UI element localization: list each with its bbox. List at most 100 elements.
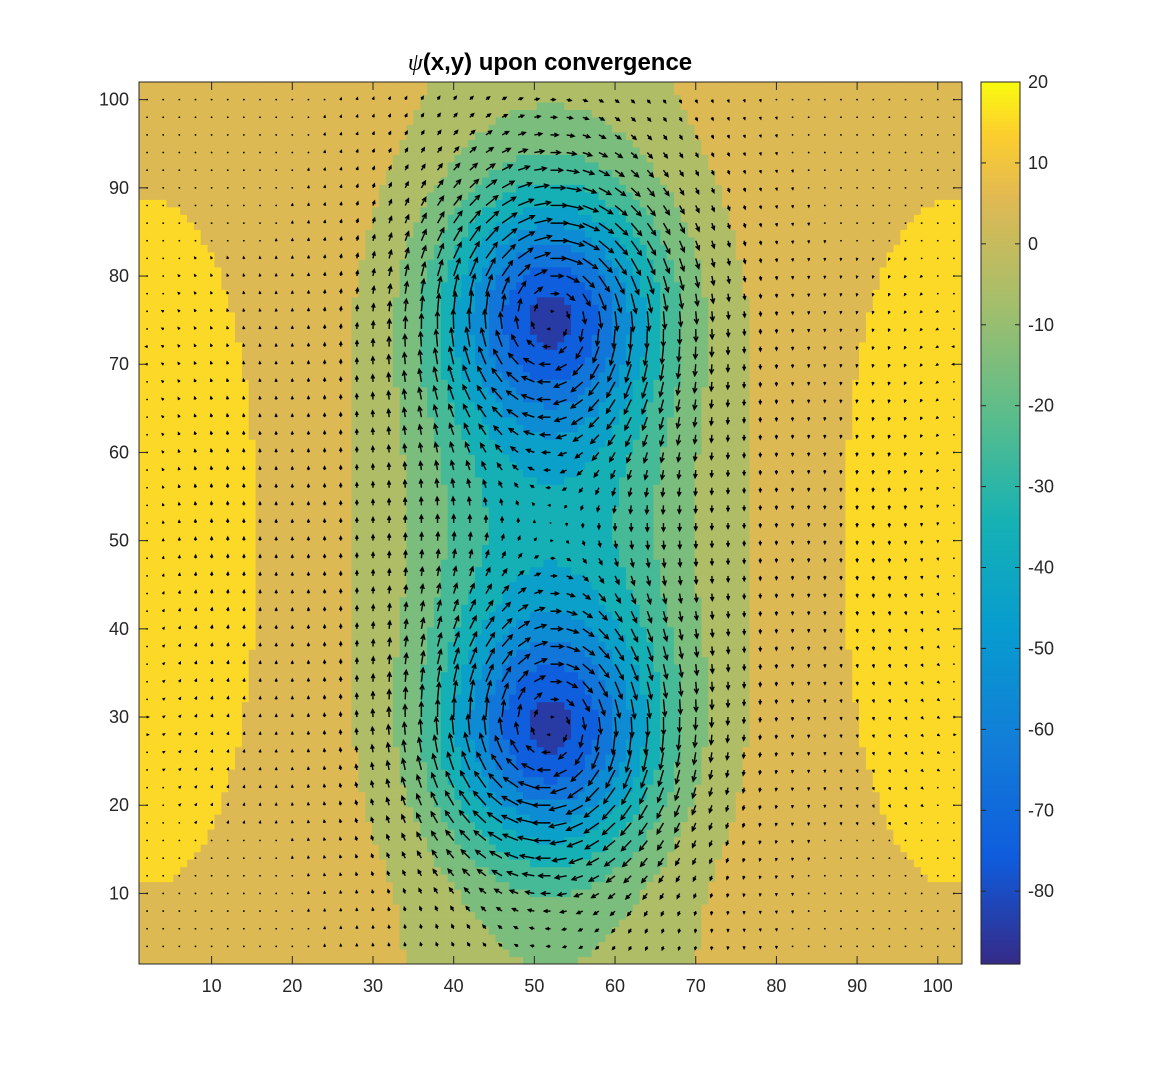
contour-cell bbox=[379, 724, 387, 733]
contour-cell bbox=[317, 379, 325, 388]
contour-cell bbox=[214, 641, 222, 650]
contour-cell bbox=[310, 274, 318, 283]
contour-cell bbox=[406, 806, 414, 815]
contour-cell bbox=[139, 821, 147, 830]
contour-cell bbox=[351, 731, 360, 740]
contour-cell bbox=[221, 244, 229, 253]
contour-cell bbox=[413, 86, 421, 95]
contour-cell bbox=[159, 701, 168, 710]
contour-cell bbox=[145, 799, 154, 808]
contour-cell bbox=[235, 514, 243, 523]
contour-cell bbox=[317, 529, 325, 538]
contour-cell bbox=[241, 319, 250, 328]
contour-cell bbox=[187, 364, 195, 373]
contour-cell bbox=[344, 176, 353, 185]
contour-cell bbox=[331, 101, 339, 110]
contour-cell bbox=[248, 251, 257, 260]
contour-cell bbox=[385, 191, 394, 200]
contour-cell bbox=[200, 611, 209, 620]
contour-cell bbox=[145, 281, 154, 290]
contour-cell bbox=[310, 776, 318, 785]
contour-cell bbox=[385, 919, 394, 928]
contour-cell bbox=[344, 694, 353, 703]
contour-cell bbox=[283, 401, 291, 410]
contour-cell bbox=[427, 724, 435, 733]
contour-cell bbox=[379, 251, 387, 260]
contour-cell bbox=[392, 836, 401, 845]
contour-cell bbox=[276, 371, 284, 380]
contour-cell bbox=[214, 289, 222, 298]
contour-cell bbox=[228, 821, 236, 830]
contour-cell bbox=[317, 139, 325, 148]
contour-cell bbox=[159, 499, 168, 508]
contour-cell bbox=[358, 416, 366, 425]
contour-cell bbox=[241, 949, 250, 958]
contour-cell bbox=[152, 604, 161, 613]
contour-cell bbox=[331, 161, 339, 170]
contour-cell bbox=[207, 596, 216, 605]
contour-cell bbox=[344, 484, 353, 493]
contour-cell bbox=[235, 364, 243, 373]
contour-cell bbox=[317, 259, 325, 268]
contour-cell bbox=[283, 671, 291, 680]
contour-cell bbox=[269, 731, 277, 740]
contour-cell bbox=[269, 476, 277, 485]
contour-cell bbox=[324, 131, 332, 140]
contour-cell bbox=[200, 281, 209, 290]
contour-cell bbox=[145, 656, 154, 665]
contour-cell bbox=[276, 536, 284, 545]
contour-cell bbox=[159, 169, 168, 178]
contour-cell bbox=[145, 109, 154, 118]
contour-cell bbox=[331, 506, 339, 515]
contour-cell bbox=[365, 709, 373, 718]
contour-cell bbox=[139, 131, 147, 140]
contour-cell bbox=[420, 754, 428, 763]
contour-cell bbox=[392, 94, 401, 103]
contour-cell bbox=[358, 814, 366, 823]
contour-cell bbox=[248, 476, 257, 485]
chart-title: ψ(x,y) upon convergence bbox=[408, 49, 692, 76]
contour-cell bbox=[406, 476, 414, 485]
contour-cell bbox=[255, 701, 264, 710]
contour-cell bbox=[180, 829, 188, 838]
contour-cell bbox=[207, 686, 216, 695]
contour-cell bbox=[235, 409, 243, 418]
contour-cell bbox=[283, 581, 291, 590]
contour-cell bbox=[358, 499, 366, 508]
contour-cell bbox=[200, 641, 209, 650]
contour-cell bbox=[331, 611, 339, 620]
contour-cell bbox=[324, 101, 332, 110]
contour-cell bbox=[248, 956, 257, 964]
contour-cell bbox=[310, 446, 318, 455]
contour-cell bbox=[200, 341, 209, 350]
contour-cell bbox=[241, 469, 250, 478]
contour-cell bbox=[337, 401, 346, 410]
contour-cell bbox=[207, 911, 216, 920]
contour-cell bbox=[310, 686, 318, 695]
contour-cell bbox=[262, 101, 270, 110]
contour-cell bbox=[283, 784, 291, 793]
contour-cell bbox=[269, 334, 277, 343]
contour-cell bbox=[392, 829, 401, 838]
contour-cell bbox=[399, 596, 408, 605]
contour-cell bbox=[145, 634, 154, 643]
contour-cell bbox=[193, 409, 202, 418]
contour-cell bbox=[207, 761, 216, 770]
contour-cell bbox=[406, 401, 414, 410]
contour-cell bbox=[392, 86, 401, 95]
contour-cell bbox=[351, 251, 360, 260]
contour-cell bbox=[145, 116, 154, 125]
contour-cell bbox=[310, 499, 318, 508]
contour-cell bbox=[228, 889, 236, 898]
contour-cell bbox=[235, 86, 243, 95]
contour-cell bbox=[317, 499, 325, 508]
contour-cell bbox=[187, 289, 195, 298]
contour-cell bbox=[145, 791, 154, 800]
contour-cell bbox=[166, 82, 174, 88]
contour-cell bbox=[241, 596, 250, 605]
contour-cell bbox=[262, 716, 270, 725]
contour-cell bbox=[310, 694, 318, 703]
contour-cell bbox=[303, 776, 312, 785]
contour-cell bbox=[139, 349, 147, 358]
contour-cell bbox=[296, 341, 305, 350]
